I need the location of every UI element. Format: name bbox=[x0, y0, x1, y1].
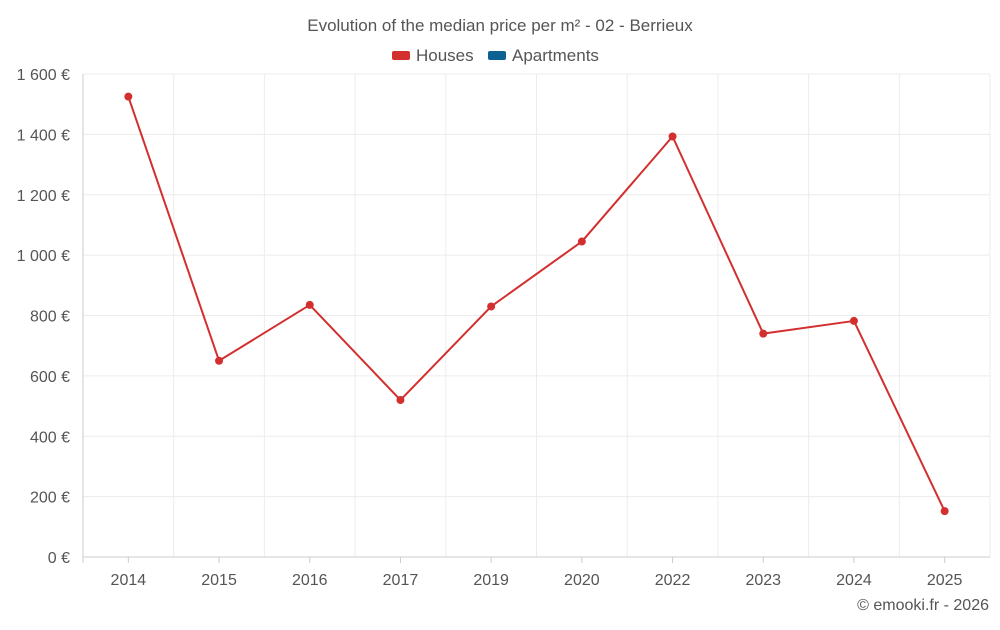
data-point-houses[interactable] bbox=[396, 396, 405, 405]
y-tick-label: 1 400 € bbox=[17, 127, 70, 144]
x-tick-label: 2023 bbox=[745, 572, 781, 589]
y-tick-label: 600 € bbox=[30, 369, 70, 386]
legend-item-apartments[interactable]: Apartments bbox=[488, 46, 599, 65]
data-point-houses[interactable] bbox=[849, 316, 858, 325]
chart-title: Evolution of the median price per m² - 0… bbox=[307, 16, 693, 35]
x-tick-label: 2017 bbox=[383, 572, 419, 589]
series bbox=[124, 92, 949, 516]
x-tick-label: 2014 bbox=[111, 572, 147, 589]
axes: 0 € 200 € 400 € 600 € 800 € 1 000 € 1 200 € 1 4… bbox=[17, 67, 990, 589]
y-tick-label: 0 € bbox=[48, 550, 70, 567]
y-tick-label: 1 200 € bbox=[17, 188, 70, 205]
legend-label-apartments: Apartments bbox=[512, 46, 599, 65]
y-tick-label: 800 € bbox=[30, 309, 70, 326]
series-line-houses bbox=[127, 96, 946, 512]
legend: Houses Apartments bbox=[392, 46, 599, 65]
y-tick-label: 200 € bbox=[30, 490, 70, 507]
x-tick-label: 2016 bbox=[292, 572, 328, 589]
data-point-houses[interactable] bbox=[305, 300, 314, 309]
data-point-houses[interactable] bbox=[124, 92, 133, 101]
x-tick-label: 2022 bbox=[655, 572, 691, 589]
x-tick-label: 2020 bbox=[564, 572, 600, 589]
credit-text: © emooki.fr - 2026 bbox=[857, 597, 989, 614]
data-point-houses[interactable] bbox=[215, 356, 224, 365]
data-point-houses[interactable] bbox=[940, 507, 949, 516]
data-point-houses[interactable] bbox=[487, 302, 496, 311]
y-tick-label: 400 € bbox=[30, 429, 70, 446]
y-tick-label: 1 600 € bbox=[17, 67, 70, 84]
data-point-houses[interactable] bbox=[759, 329, 768, 338]
data-point-houses[interactable] bbox=[668, 132, 677, 141]
data-point-houses[interactable] bbox=[577, 237, 586, 246]
legend-swatch-houses bbox=[392, 51, 410, 60]
x-tick-label: 2024 bbox=[836, 572, 872, 589]
y-tick-label: 1 000 € bbox=[17, 248, 70, 265]
grid bbox=[83, 73, 991, 557]
legend-label-houses: Houses bbox=[416, 46, 474, 65]
legend-item-houses[interactable]: Houses bbox=[392, 46, 474, 65]
x-tick-label: 2019 bbox=[473, 572, 509, 589]
x-tick-label: 2025 bbox=[927, 572, 963, 589]
x-tick-label: 2015 bbox=[201, 572, 237, 589]
legend-swatch-apartments bbox=[488, 51, 506, 60]
